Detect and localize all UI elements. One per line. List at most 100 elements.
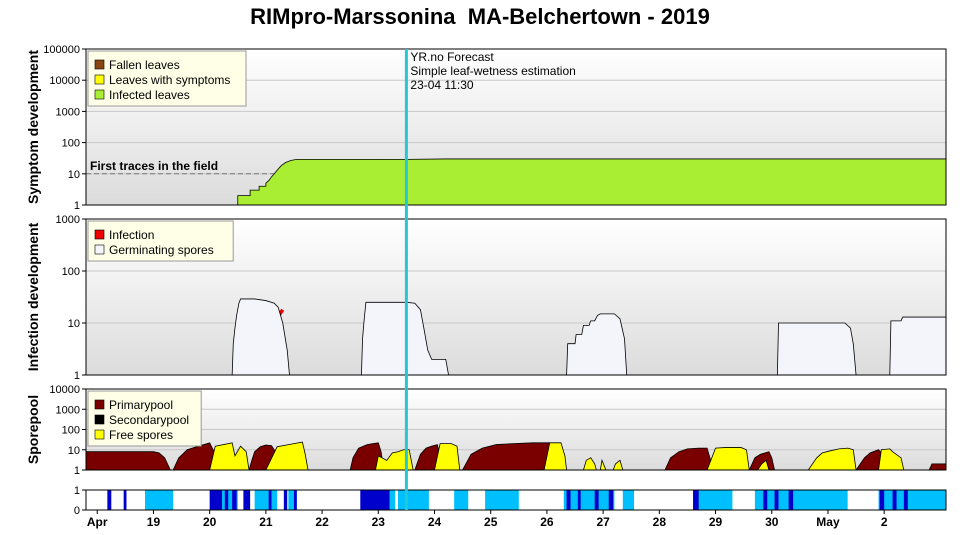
wetness-bar (577, 490, 581, 510)
wetness-bar (243, 490, 251, 510)
plot-marks (86, 158, 946, 205)
y-tick-label: 100000 (43, 44, 80, 56)
legend-label: Germinating spores (109, 243, 214, 257)
legend-swatch (94, 74, 105, 85)
wetness-bar (788, 490, 794, 510)
y-tick-label: 1000 (56, 404, 80, 416)
free-spores-area (583, 457, 597, 470)
y-tick-label: 100 (62, 266, 80, 278)
wetness-bar (360, 490, 390, 510)
x-tick-label: 26 (540, 515, 554, 529)
legend-swatch (94, 59, 105, 70)
wetness-bar (254, 490, 278, 510)
chart-title: RIMpro-Marssonina MA-Belchertown - 2019 (250, 4, 710, 29)
wetness-bar (283, 490, 288, 510)
panel-1: 1 10 100 1000 10000 100000 First traces in the… (25, 44, 947, 212)
germinating-spores-area (566, 313, 628, 375)
wetness-bar (878, 490, 946, 510)
primarypool-area (86, 451, 171, 470)
legend-swatch (94, 244, 105, 255)
y-axis-label: Sporepool (25, 395, 41, 464)
free-spores-area (543, 442, 567, 470)
germinating-spores-area (776, 322, 857, 375)
x-tick-label: Apr (87, 515, 108, 529)
x-tick-label: 29 (709, 515, 723, 529)
y-tick-label: 1 (74, 485, 80, 497)
x-tick-label: 20 (203, 515, 217, 529)
plot-border (85, 218, 947, 376)
germinating-spores-area (889, 316, 946, 375)
legend-swatch (94, 414, 105, 425)
x-axis: Apr 19 20 21 22 23 24 25 26 27 28 29 30 May 2 (87, 510, 888, 529)
y-tick-label: 100 (62, 425, 80, 437)
wetness-bar (622, 490, 635, 510)
wetness-bar (123, 490, 127, 510)
wetness-bar (224, 490, 229, 510)
wetness-bar (754, 490, 848, 510)
x-tick-label: 25 (484, 515, 498, 529)
free-spores-area (878, 448, 905, 470)
forecast-label: 23-04 11:30 (410, 78, 473, 92)
y-tick-label: 10 (68, 445, 80, 457)
x-tick-label: May (816, 515, 840, 529)
legend-label: Free spores (109, 428, 173, 442)
infected-leaves-area (237, 158, 946, 205)
wetness-bar (903, 490, 908, 510)
x-tick-label: 28 (653, 515, 667, 529)
wetness-bar (288, 490, 297, 510)
legend-swatch (94, 399, 105, 410)
y-tick-label: 10000 (49, 384, 80, 396)
wetness-bar (608, 490, 614, 510)
legend-swatch (94, 229, 105, 240)
y-tick-label: 0 (74, 505, 80, 517)
free-spores-area (757, 459, 770, 470)
y-tick-label: 1 (74, 370, 80, 382)
primarypool-area (748, 451, 775, 470)
primarypool-area (928, 463, 946, 470)
y-tick-label: 1000 (56, 214, 80, 226)
forecast-label: YR.no Forecast (410, 50, 494, 64)
wetness-bar (232, 490, 237, 510)
y-tick-label: 10 (68, 318, 80, 330)
wetness-bar (209, 490, 223, 510)
reference-label: First traces in the field (90, 159, 218, 173)
free-spores-area (599, 458, 607, 470)
x-tick-label: 21 (259, 515, 273, 529)
y-tick-label: 1 (74, 200, 80, 212)
legend-label: Infected leaves (109, 88, 190, 102)
legend-box (87, 50, 247, 107)
wetness-bar (397, 490, 429, 510)
wetness-bar (145, 490, 174, 510)
legend-swatch (94, 429, 105, 440)
legend-label: Leaves with symptoms (109, 73, 230, 87)
wetness-bar (879, 490, 885, 510)
panel-2: 1 10 100 1000 Infection development Infection… (25, 214, 947, 382)
y-tick-label: 1000 (56, 106, 80, 118)
wetness-bar (594, 490, 599, 510)
germinating-spores-area (231, 298, 290, 375)
y-tick-label: 10000 (49, 75, 80, 87)
free-spores-area (375, 449, 414, 470)
x-tick-label: 2 (881, 515, 888, 529)
panel-4: 01 (74, 485, 947, 517)
panel-3: 1 10 100 1000 10000 Sporepool PrimarypoolSecon… (25, 384, 947, 477)
x-tick-label: 24 (428, 515, 442, 529)
legend-box (87, 390, 202, 447)
plot-border (85, 388, 947, 471)
y-tick-label: 1 (74, 465, 80, 477)
wetness-bar (693, 490, 733, 510)
plot-border (85, 48, 947, 206)
y-tick-label: 100 (62, 138, 80, 150)
wetness-bar (892, 490, 897, 510)
y-tick-label: 10 (68, 169, 80, 181)
free-spores-area (612, 459, 624, 470)
x-tick-label: 27 (596, 515, 610, 529)
free-spores-area (209, 442, 250, 470)
